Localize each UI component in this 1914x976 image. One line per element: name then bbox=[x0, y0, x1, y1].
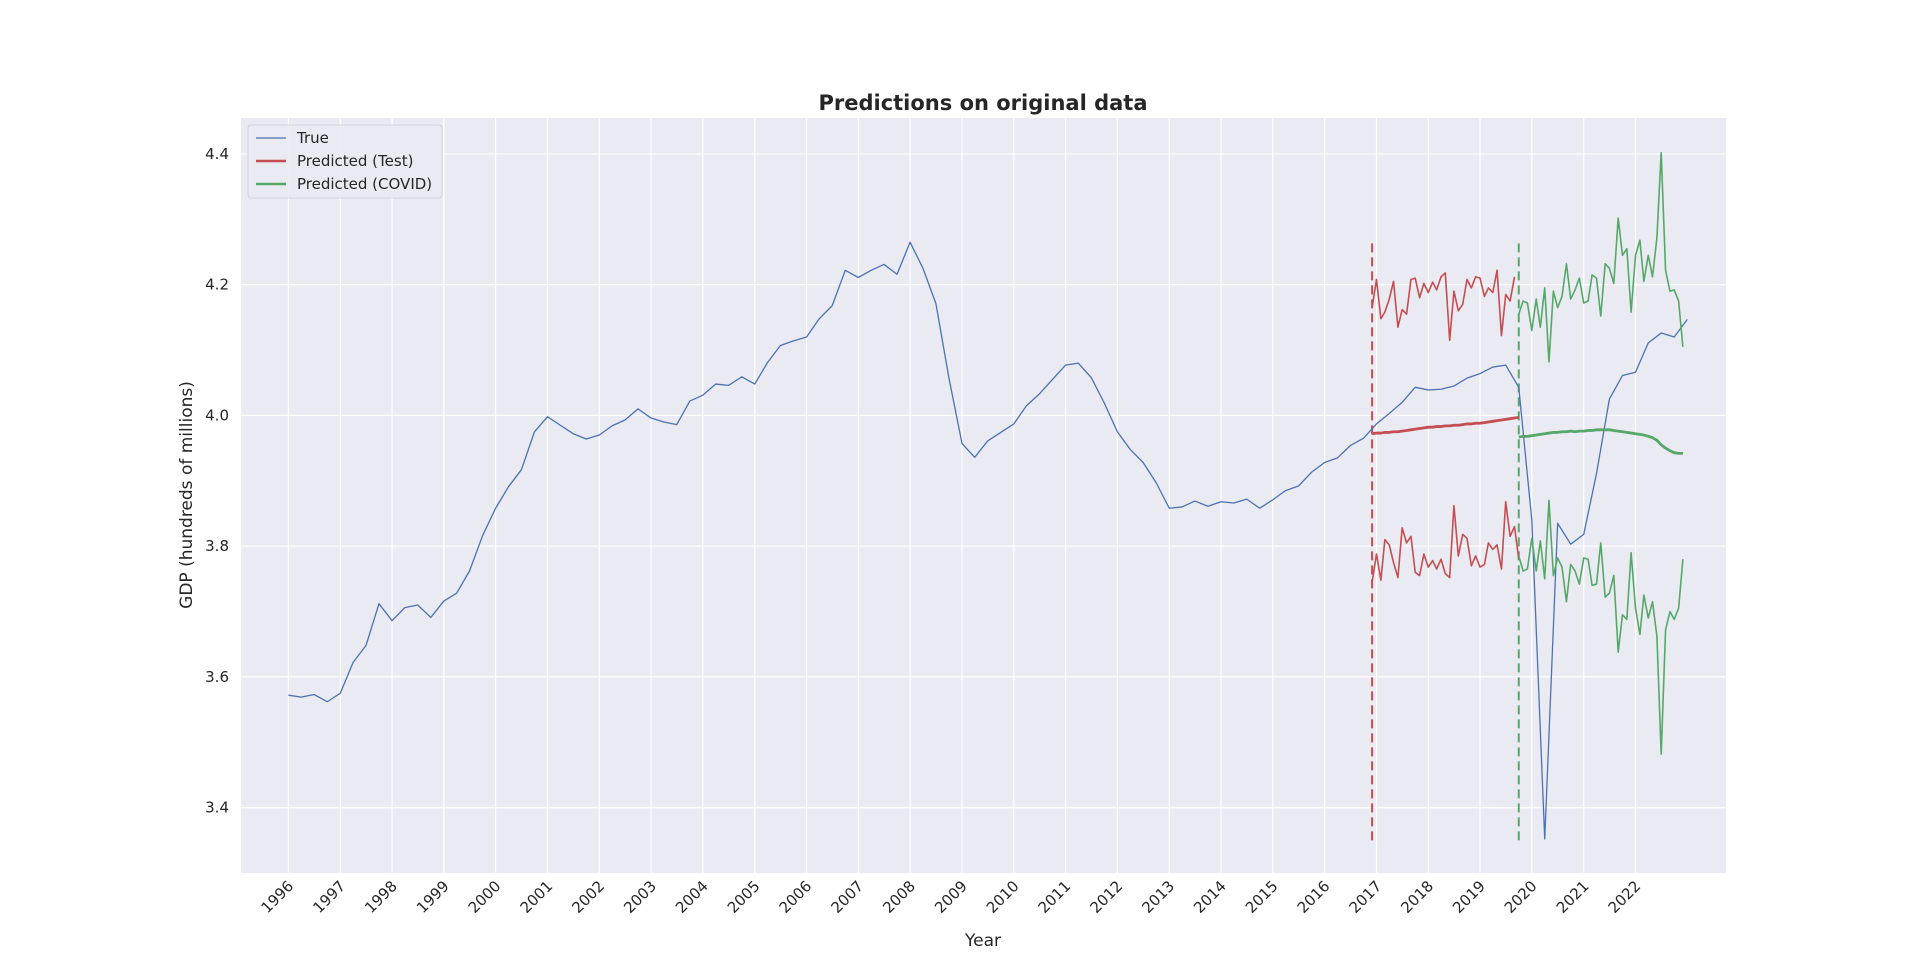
y-tick-label: 3.8 bbox=[205, 537, 229, 555]
legend-box bbox=[247, 124, 443, 199]
test-prediction-line bbox=[1371, 416, 1519, 436]
x-tick-label: 2017 bbox=[1346, 877, 1386, 917]
x-tick-label: 2010 bbox=[983, 877, 1023, 917]
covid-prediction-line bbox=[1518, 428, 1683, 455]
x-tick-label: 2020 bbox=[1501, 877, 1541, 917]
x-tick-label: 2014 bbox=[1190, 877, 1230, 917]
x-tick-label: 2008 bbox=[879, 877, 919, 917]
test-lower-bound-line bbox=[1371, 500, 1520, 583]
y-tick-label: 3.6 bbox=[205, 668, 229, 686]
legend: True Predicted (Test) Predicted (COVID) bbox=[247, 124, 443, 199]
y-tick-label: 4.4 bbox=[205, 145, 229, 163]
x-tick-label: 2009 bbox=[931, 877, 971, 917]
x-tick-labels: 1996 1997 1998 1999 2000 2001 2002 2003 2004 2005… bbox=[257, 877, 1644, 917]
x-tick-label: 1999 bbox=[413, 877, 453, 917]
x-tick-label: 2004 bbox=[672, 877, 712, 917]
x-axis-label: Year bbox=[964, 931, 1001, 951]
x-tick-label: 2005 bbox=[724, 877, 764, 917]
test-upper-bound-line bbox=[1371, 269, 1516, 342]
legend-label-test: Predicted (Test) bbox=[297, 152, 413, 170]
x-tick-label: 2007 bbox=[827, 877, 867, 917]
x-tick-label: 2002 bbox=[568, 877, 608, 917]
y-tick-labels: 3.4 3.6 3.8 4.0 4.2 4.4 bbox=[205, 145, 229, 817]
x-tick-label: 2011 bbox=[1035, 877, 1075, 917]
x-tick-label: 2016 bbox=[1294, 877, 1334, 917]
y-tick-label: 4.2 bbox=[205, 276, 229, 294]
y-tick-label: 4.0 bbox=[205, 406, 229, 424]
x-tick-label: 1996 bbox=[257, 877, 297, 917]
x-tick-label: 2003 bbox=[620, 877, 660, 917]
covid-upper-bound-line bbox=[1518, 151, 1684, 363]
grid bbox=[241, 118, 1726, 873]
plot-area bbox=[241, 118, 1726, 873]
legend-label-covid: Predicted (COVID) bbox=[297, 175, 432, 193]
x-tick-label: 2019 bbox=[1449, 877, 1489, 917]
legend-label-true: True bbox=[296, 129, 329, 147]
chart-title: Predictions on original data bbox=[818, 91, 1147, 115]
series-lines bbox=[288, 151, 1688, 840]
x-tick-label: 2012 bbox=[1086, 877, 1126, 917]
y-tick-label: 3.4 bbox=[205, 799, 229, 817]
x-tick-label: 2018 bbox=[1397, 877, 1437, 917]
true-series-line bbox=[288, 241, 1688, 840]
x-tick-label: 2015 bbox=[1242, 877, 1282, 917]
covid-lower-bound-line bbox=[1517, 499, 1684, 755]
x-tick-label: 2000 bbox=[465, 877, 505, 917]
x-tick-label: 2022 bbox=[1605, 877, 1645, 917]
x-tick-label: 2001 bbox=[517, 877, 557, 917]
x-tick-label: 2013 bbox=[1138, 877, 1178, 917]
y-axis-label: GDP (hundreds of millions) bbox=[177, 381, 197, 609]
vertical-markers bbox=[1371, 242, 1520, 841]
x-tick-label: 1997 bbox=[309, 877, 349, 917]
x-tick-label: 1998 bbox=[361, 877, 401, 917]
x-tick-label: 2021 bbox=[1553, 877, 1593, 917]
x-tick-label: 2006 bbox=[776, 877, 816, 917]
